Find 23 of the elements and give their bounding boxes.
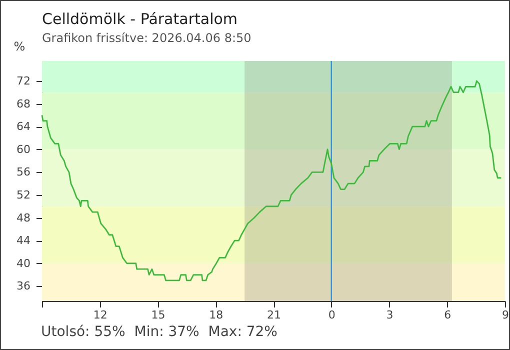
y-tick-label: 52: [16, 188, 30, 202]
y-tick-label: 64: [16, 120, 30, 134]
x-tick-label: 12: [93, 308, 108, 322]
chart-title: Celldömölk - Páratartalom: [42, 10, 238, 28]
line-series: [41, 80, 502, 282]
x-tick-label: 3: [386, 308, 394, 322]
x-tick-label: 18: [209, 308, 224, 322]
x-tick-label: 15: [151, 308, 166, 322]
y-tick-label: 68: [16, 97, 30, 110]
y-tick-label: 36: [16, 280, 30, 293]
x-tick-label: 0: [328, 308, 336, 322]
y-axis-title: %: [14, 40, 26, 54]
chart-subtitle: Grafikon frissítve: 2026.04.06 8:50: [42, 31, 252, 45]
y-tick-label: 60: [16, 142, 30, 156]
x-tick-label: 9: [502, 308, 509, 322]
x-tick-label: 21: [267, 308, 281, 322]
y-tick-label: 48: [16, 211, 30, 224]
x-tick-label: 6: [444, 308, 452, 322]
y-tick-label: 40: [16, 256, 30, 270]
y-tick-label: 56: [16, 166, 30, 179]
text: Utolsó: 55% Min: 37% Max: 72%: [41, 324, 278, 340]
y-tick-label: 44: [16, 234, 30, 248]
y-tick-label: 72: [16, 74, 30, 88]
